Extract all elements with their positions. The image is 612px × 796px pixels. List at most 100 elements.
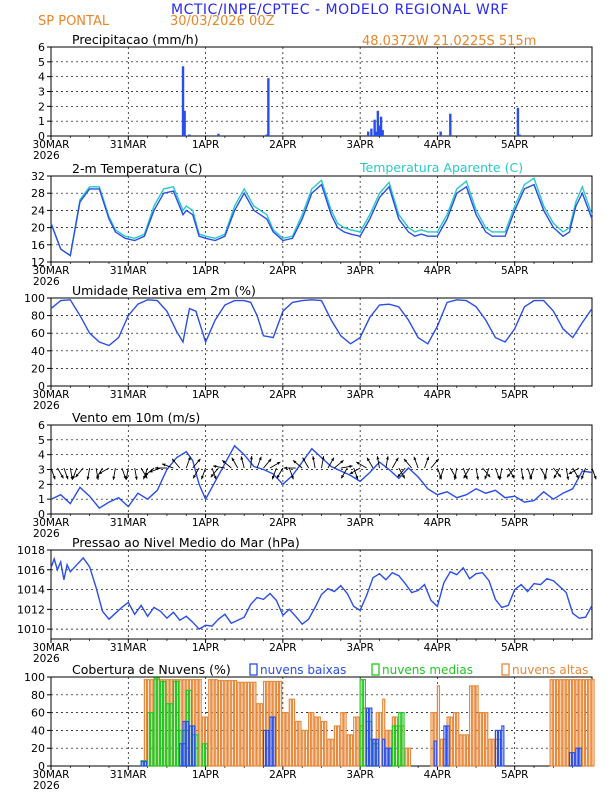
x-tick-label: 31MAR <box>110 769 147 781</box>
wind-arrow-head <box>96 474 100 479</box>
wind-arrow-head <box>302 457 306 462</box>
cloud-bar <box>562 679 566 767</box>
cloud-bar <box>353 716 357 767</box>
x-tick-label: 3APR <box>346 642 374 654</box>
x-tick-label: 2APR <box>269 389 297 401</box>
cloud-bar <box>147 711 151 767</box>
y-tick-label: 1014 <box>17 584 45 597</box>
cloud-bar <box>575 747 579 767</box>
cloud-bar <box>452 711 457 767</box>
main-title: MCTIC/INPE/CPTEC - MODELO REGIONAL WRF <box>171 2 509 18</box>
wind-arrow-head <box>521 476 525 480</box>
cloud-bar <box>153 677 157 767</box>
cloud-bar <box>179 743 183 767</box>
cloud-bar <box>169 703 173 767</box>
legend-swatch <box>501 663 510 676</box>
precip-bar <box>378 125 381 136</box>
wind-arrow-head <box>72 475 76 480</box>
cloud-bar <box>330 738 334 767</box>
y-tick-label: 32 <box>31 170 45 183</box>
wind-arrow-head <box>401 474 405 479</box>
cloud-legend: nuvens baixas nuvens medias nuvens altas <box>249 663 588 677</box>
x-tick-label: 5APR <box>501 769 529 781</box>
x-tick-label: 5APR <box>501 389 529 401</box>
series-line <box>50 183 593 257</box>
precip-bar <box>188 134 191 136</box>
cloud-bar <box>391 725 395 767</box>
cloud-bar <box>433 740 437 767</box>
x-tick-label: 3APR <box>346 139 374 151</box>
wind-arrow-head <box>413 456 417 461</box>
x-tick-label: 1APR <box>192 517 220 529</box>
y-tick-label: 1010 <box>17 623 45 636</box>
cloud-bar <box>494 729 499 767</box>
cloud-bar <box>559 679 563 767</box>
wind-arrow-head <box>484 475 488 480</box>
x-tick-label: 1APR <box>192 265 220 277</box>
legend-label: nuvens medias <box>382 663 473 677</box>
cloud-bar <box>356 716 360 767</box>
y-tick-label: 0 <box>38 508 45 521</box>
panel-title: Umidade Relativa em 2m (%) <box>72 283 256 298</box>
cloud-bar <box>150 711 154 767</box>
x-tick-label: 5APR <box>501 517 529 529</box>
y-tick-label: 80 <box>31 689 45 702</box>
cloud-bar <box>320 720 325 767</box>
cloud-bar <box>552 679 556 767</box>
y-tick-label: 0 <box>38 130 45 143</box>
cloud-bar <box>498 729 502 767</box>
cloud-bar <box>314 716 318 767</box>
y-tick-label: 1012 <box>17 603 45 616</box>
cloud-bar <box>568 752 573 767</box>
cloud-bar <box>378 711 383 767</box>
precip-bar <box>370 128 373 136</box>
y-tick-label: 5 <box>38 434 45 447</box>
cloud-bar <box>282 711 286 767</box>
cloud-bar <box>230 679 234 767</box>
wind-arrow-head <box>403 458 408 463</box>
cloud-bar <box>588 679 592 767</box>
cloud-bar <box>555 679 560 767</box>
x-tick-label: 31MAR <box>110 389 147 401</box>
cloud-bar <box>182 720 186 767</box>
wind-arrow-head <box>134 476 138 480</box>
station-coords: 48.0372W 21.0225S 515m <box>362 34 536 49</box>
cloud-bar <box>224 679 228 767</box>
y-tick-label: 28 <box>31 187 45 200</box>
y-tick-label: 0 <box>38 760 45 773</box>
wind-arrow-head <box>367 457 370 462</box>
cloud-bar <box>217 679 222 767</box>
cloud-bar <box>581 679 585 767</box>
cloud-bar <box>456 711 460 767</box>
x-tick-label: 4APR <box>424 769 452 781</box>
cloud-bar <box>185 720 189 767</box>
precip-bar <box>518 134 521 136</box>
cloud-bar <box>446 725 450 767</box>
y-tick-label: 2 <box>38 100 45 113</box>
cloud-bar <box>440 738 444 767</box>
wind-arrow-head <box>276 474 280 479</box>
panel-title: Precipitacao (mm/h) <box>72 32 199 47</box>
cloud-bar <box>211 679 215 767</box>
cloud-bar <box>565 679 569 767</box>
y-tick-label: 20 <box>31 362 45 375</box>
wind-arrow-head <box>312 456 316 460</box>
precip-bar <box>381 130 384 136</box>
x-tick-label: 4APR <box>424 139 452 151</box>
cloud-bar <box>140 760 144 767</box>
wind-arrow-head <box>453 476 457 480</box>
cloud-bar <box>233 679 238 767</box>
cloud-bar <box>175 680 180 767</box>
cloud-bar <box>279 680 283 767</box>
x-tick-label: 3APR <box>346 265 374 277</box>
cloud-bar <box>259 703 263 767</box>
y-tick-label: 60 <box>31 327 45 340</box>
cloud-bar <box>285 711 289 767</box>
precip-bar <box>376 110 380 136</box>
x-tick-label: 30MAR <box>33 389 70 401</box>
x-year-label: 2026 <box>33 150 60 162</box>
cloud-bar <box>272 716 276 767</box>
wind-arrow-head <box>65 475 69 480</box>
wind-arrow-head <box>385 456 389 460</box>
